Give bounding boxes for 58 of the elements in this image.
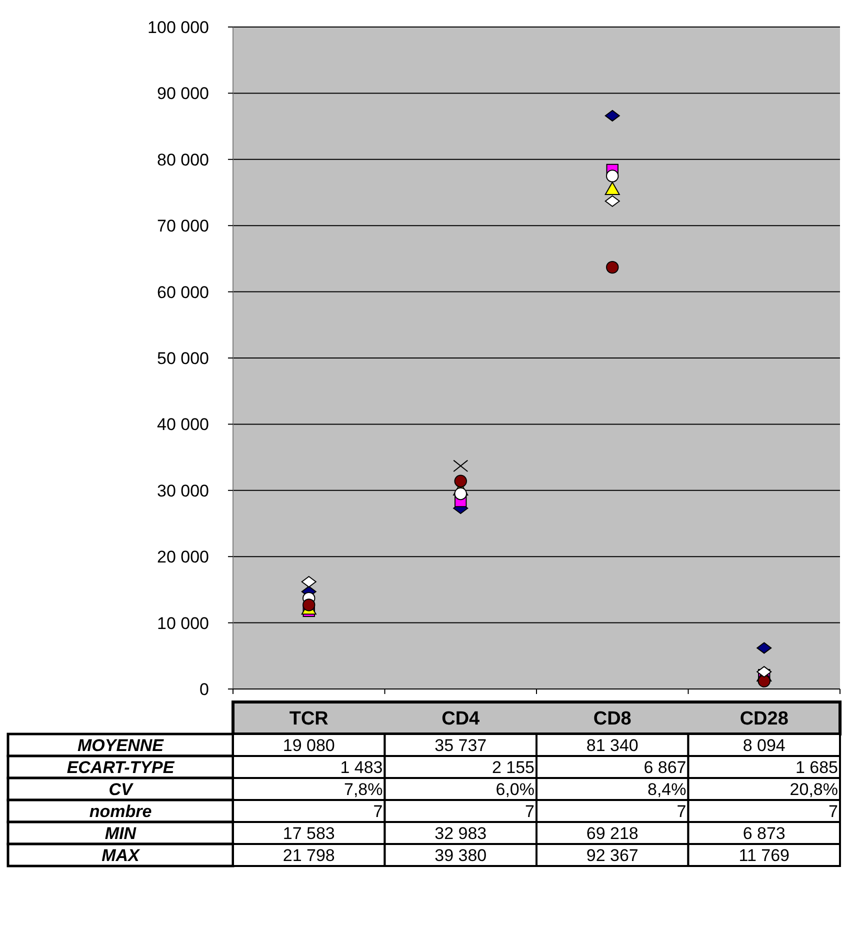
y-tick-label: 80 000 [157, 150, 209, 170]
category-label: CD28 [740, 708, 788, 730]
text: 32 983 [434, 824, 487, 843]
point [606, 260, 619, 274]
text: 7 [828, 802, 838, 821]
y-tick-label: 60 000 [157, 282, 209, 302]
y-tick-label: 10 000 [157, 614, 209, 633]
category-label: CD4 [442, 708, 480, 730]
category-label: CV [108, 780, 132, 799]
y-tick-label: 0 [200, 680, 209, 699]
point [756, 642, 772, 654]
text: 39 380 [434, 846, 487, 865]
text: 11 769 [738, 846, 790, 865]
y-tick-label: 70 000 [157, 216, 209, 236]
text: 19 080 [282, 736, 335, 755]
point [453, 460, 468, 472]
y-tick-label: 50 000 [157, 348, 209, 368]
text: 35 737 [434, 736, 487, 755]
text: 6 873 [742, 824, 786, 843]
point [758, 674, 770, 688]
text: 7 [676, 802, 686, 821]
text: 6 867 [644, 758, 686, 777]
category-label: ECART-TYPE [66, 758, 174, 777]
y-tick-label: 90 000 [157, 84, 209, 104]
text: 7 [525, 802, 534, 821]
text: 8,4% [648, 780, 686, 799]
text: 8 094 [742, 736, 786, 755]
point [604, 182, 620, 195]
y-tick-label: 20 000 [157, 548, 209, 567]
category-label: nombre [89, 802, 152, 821]
point [302, 598, 316, 612]
text: 6,0% [496, 780, 534, 799]
point [301, 576, 316, 588]
point [756, 666, 772, 678]
category-label: MOYENNE [78, 736, 164, 755]
text: 2 155 [492, 758, 534, 777]
text: 21 798 [282, 846, 335, 865]
text: 1 685 [795, 758, 838, 777]
category-label: TCR [289, 708, 329, 730]
category-label: MIN [104, 824, 136, 843]
text: 7,8% [344, 780, 383, 799]
category-label: CD8 [593, 708, 632, 730]
text: 7 [373, 802, 383, 821]
text: 81 340 [586, 736, 638, 755]
point [454, 487, 467, 500]
point [454, 474, 467, 488]
y-tick-label: 30 000 [157, 481, 209, 500]
text: 17 583 [282, 824, 335, 843]
text: 20,8% [790, 780, 838, 799]
point [604, 195, 620, 207]
text: 92 367 [586, 846, 638, 865]
y-tick-label: 100 000 [148, 18, 209, 37]
text: 1 483 [340, 758, 383, 777]
point [604, 110, 620, 122]
y-tick-label: 40 000 [157, 415, 209, 434]
point [606, 170, 619, 182]
text: 69 218 [586, 824, 638, 843]
category-label: MAX [102, 846, 140, 865]
